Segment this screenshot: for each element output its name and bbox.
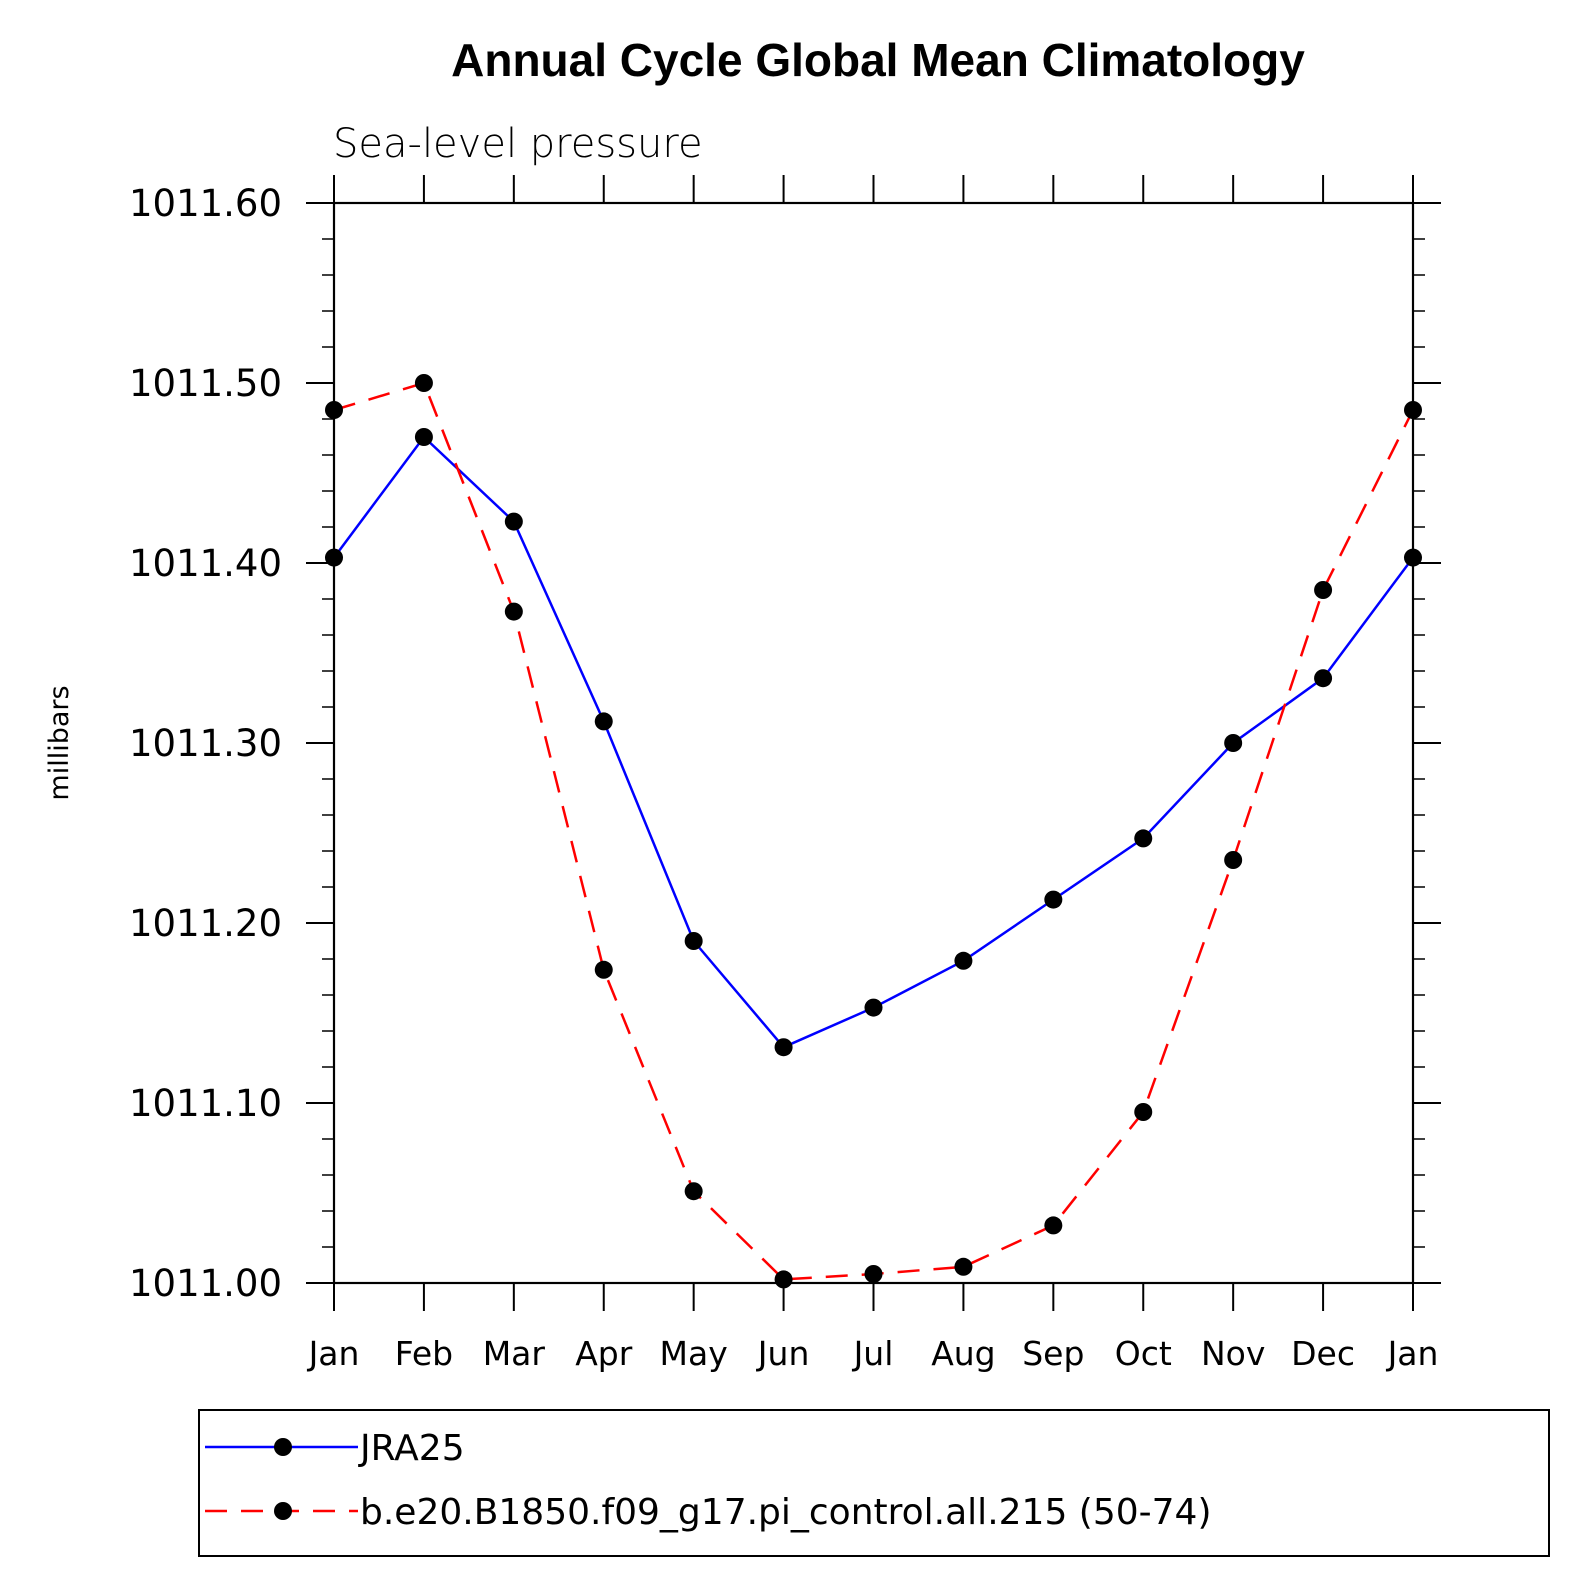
data-point bbox=[864, 998, 883, 1017]
x-tick-label: Nov bbox=[1201, 1334, 1265, 1373]
legend-swatch-marker bbox=[274, 1502, 292, 1520]
x-tick-label: Dec bbox=[1291, 1334, 1355, 1373]
x-tick-label: Jan bbox=[1386, 1334, 1439, 1373]
data-point bbox=[325, 548, 343, 567]
legend-box bbox=[198, 1409, 1550, 1557]
data-point bbox=[774, 1270, 793, 1289]
x-tick-label: Aug bbox=[931, 1334, 995, 1373]
y-axis-label: millibars bbox=[44, 685, 75, 800]
data-point bbox=[594, 712, 613, 731]
data-point bbox=[1314, 581, 1333, 599]
plot-frame bbox=[332, 201, 1415, 1285]
data-point bbox=[414, 428, 433, 446]
x-tick-label: Oct bbox=[1115, 1334, 1172, 1373]
x-tick-label: Jul bbox=[852, 1334, 894, 1373]
plot-axes: 1011.00 1011.10 1011.20 1011.30 1011.40 1011.… bbox=[129, 175, 1441, 1373]
data-point bbox=[1134, 829, 1153, 848]
series-line bbox=[332, 435, 1415, 1049]
data-point bbox=[1404, 401, 1422, 419]
data-point bbox=[1314, 669, 1333, 688]
data-point bbox=[954, 1257, 973, 1276]
x-tick-label: Jan bbox=[307, 1334, 360, 1373]
data-point bbox=[684, 932, 703, 950]
data-point bbox=[504, 602, 523, 621]
x-tick-label: Sep bbox=[1022, 1334, 1084, 1373]
y-tick-label: 1011.00 bbox=[129, 1262, 282, 1305]
y-tick-label: 1011.10 bbox=[129, 1082, 282, 1125]
legend-swatch-marker bbox=[274, 1438, 292, 1456]
series-layer bbox=[325, 374, 1422, 1289]
data-point bbox=[1404, 548, 1422, 567]
x-tick-label: Jun bbox=[756, 1334, 810, 1373]
data-point bbox=[1224, 734, 1243, 752]
legend: JRA25 b.e20.B1850.f09_g17.pi_control.all.… bbox=[198, 1409, 1550, 1557]
data-point bbox=[1044, 890, 1063, 909]
data-point bbox=[684, 1182, 703, 1201]
y-tick-label: 1011.40 bbox=[129, 542, 282, 585]
legend-label: JRA25 bbox=[358, 1428, 465, 1469]
y-tick-label: 1011.20 bbox=[129, 902, 282, 945]
y-tick-label: 1011.30 bbox=[129, 722, 282, 765]
data-point bbox=[325, 401, 343, 419]
y-tick-label: 1011.50 bbox=[129, 362, 282, 405]
data-point bbox=[1224, 851, 1243, 869]
data-point bbox=[594, 960, 613, 979]
data-point bbox=[954, 951, 973, 970]
data-point bbox=[1044, 1216, 1063, 1235]
x-tick-label: May bbox=[660, 1334, 728, 1373]
chart-title: Annual Cycle Global Mean Climatology bbox=[451, 34, 1305, 86]
data-point bbox=[414, 374, 433, 392]
data-point bbox=[1134, 1103, 1153, 1121]
x-tick-label: Apr bbox=[575, 1334, 633, 1373]
x-tick-label: Feb bbox=[395, 1334, 453, 1373]
chart-subtitle: Sea-level pressure bbox=[333, 121, 703, 167]
data-point bbox=[504, 512, 523, 531]
legend-label: b.e20.B1850.f09_g17.pi_control.all.215 (… bbox=[360, 1492, 1211, 1533]
y-tick-label: 1011.60 bbox=[129, 182, 282, 225]
data-point bbox=[864, 1265, 883, 1283]
data-point bbox=[774, 1038, 793, 1057]
x-tick-label: Mar bbox=[483, 1334, 546, 1373]
series-line bbox=[333, 381, 1415, 1281]
